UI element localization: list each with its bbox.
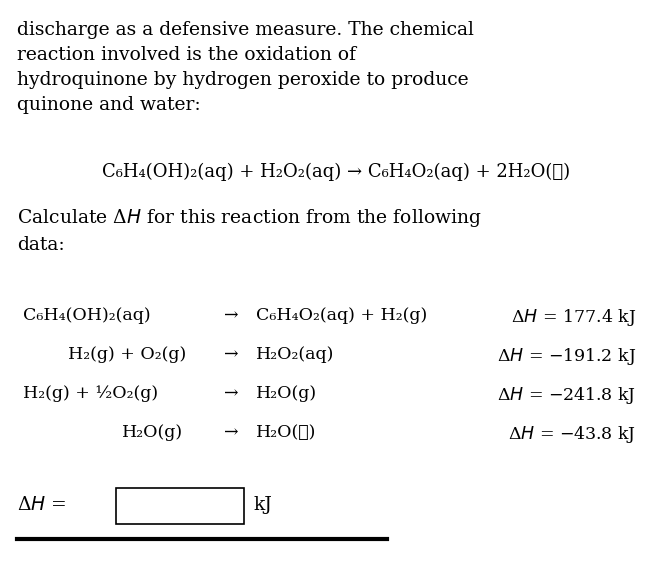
Text: C₆H₄O₂(aq) + H₂(g): C₆H₄O₂(aq) + H₂(g) bbox=[256, 307, 428, 324]
FancyBboxPatch shape bbox=[116, 488, 244, 524]
Text: Calculate Δ$H$ for this reaction from the following
data:: Calculate Δ$H$ for this reaction from th… bbox=[17, 207, 482, 254]
Text: H₂O(ℓ): H₂O(ℓ) bbox=[256, 424, 317, 440]
Text: →: → bbox=[224, 424, 238, 440]
Text: C₆H₄(OH)₂(aq): C₆H₄(OH)₂(aq) bbox=[23, 307, 151, 324]
Text: →: → bbox=[224, 346, 238, 363]
Text: discharge as a defensive measure. The chemical
reaction involved is the oxidatio: discharge as a defensive measure. The ch… bbox=[17, 21, 474, 114]
Text: Δ$H$ = −191.2 kJ: Δ$H$ = −191.2 kJ bbox=[498, 346, 637, 367]
Text: C₆H₄(OH)₂(aq) + H₂O₂(aq) → C₆H₄O₂(aq) + 2H₂O(ℓ): C₆H₄(OH)₂(aq) + H₂O₂(aq) → C₆H₄O₂(aq) + … bbox=[102, 162, 571, 181]
Text: H₂O(g): H₂O(g) bbox=[122, 424, 184, 440]
Text: Δ$H$ = 177.4 kJ: Δ$H$ = 177.4 kJ bbox=[511, 307, 637, 328]
Text: H₂(g) + ½O₂(g): H₂(g) + ½O₂(g) bbox=[23, 385, 159, 402]
Text: Δ$H$ = −241.8 kJ: Δ$H$ = −241.8 kJ bbox=[498, 385, 637, 406]
Text: →: → bbox=[224, 385, 238, 402]
Text: →: → bbox=[224, 307, 238, 324]
Text: Δ$H$ = −43.8 kJ: Δ$H$ = −43.8 kJ bbox=[509, 424, 637, 444]
Text: H₂(g) + O₂(g): H₂(g) + O₂(g) bbox=[68, 346, 186, 363]
Text: Δ$H$ =: Δ$H$ = bbox=[17, 496, 66, 514]
Text: H₂O(g): H₂O(g) bbox=[256, 385, 318, 402]
Text: H₂O₂(aq): H₂O₂(aq) bbox=[256, 346, 334, 363]
Text: kJ: kJ bbox=[253, 496, 272, 514]
